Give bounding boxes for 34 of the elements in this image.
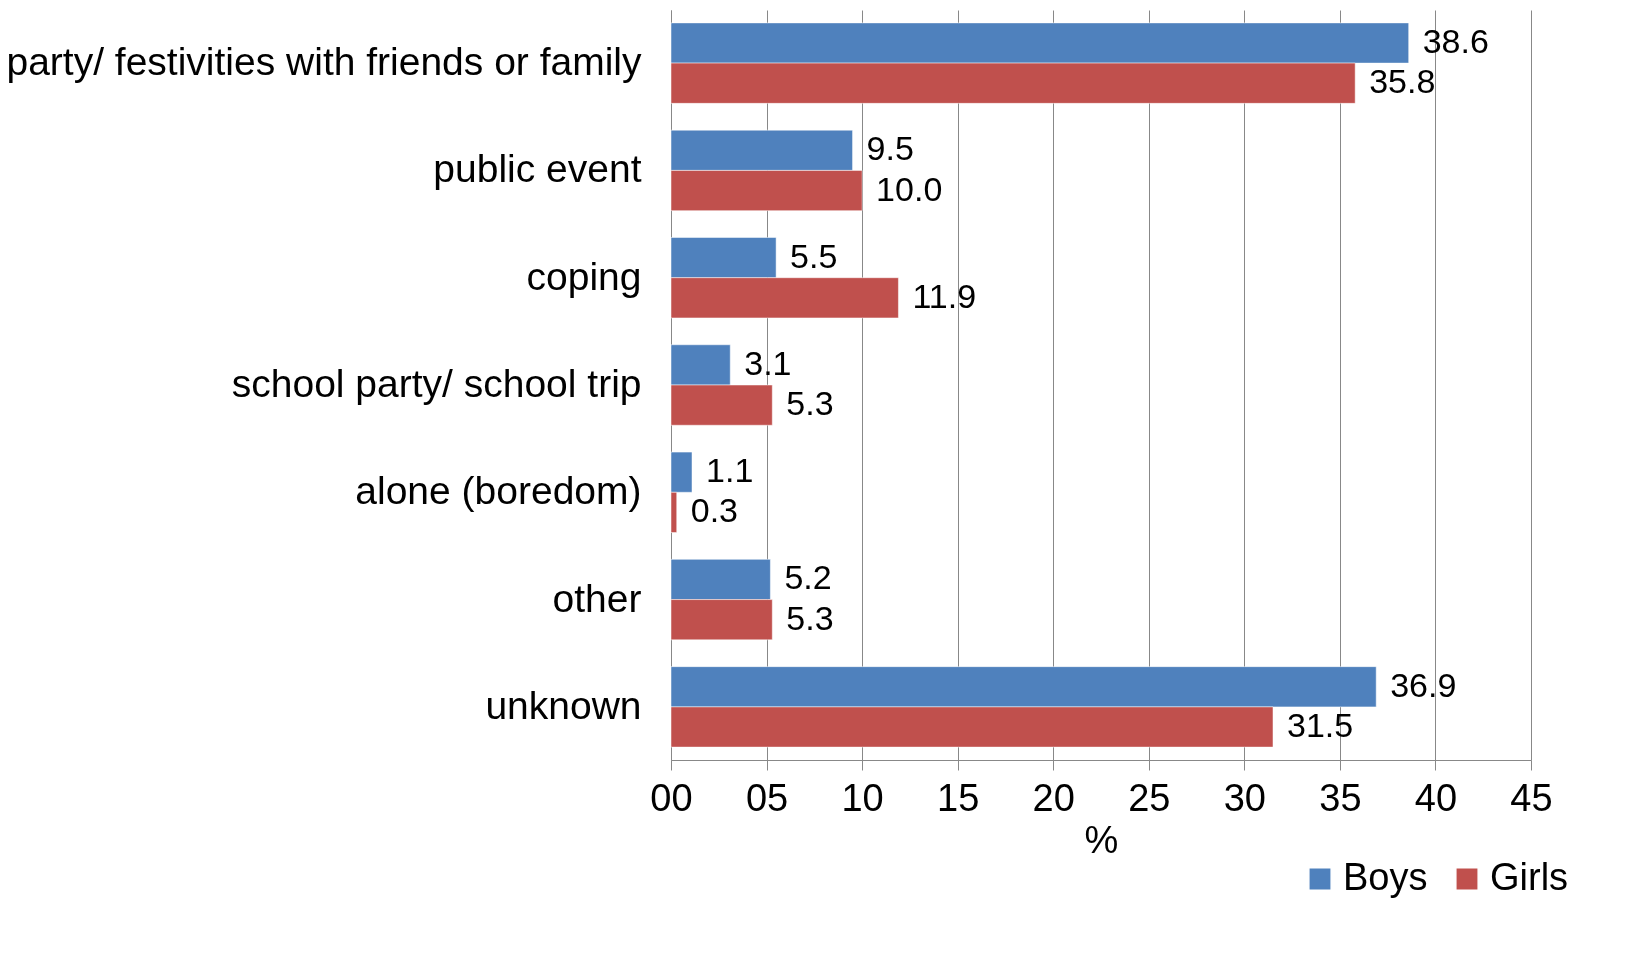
x-tick-label: 00 [650, 776, 693, 819]
data-label: 5.2 [784, 558, 832, 597]
x-tick-label: 10 [841, 776, 884, 819]
x-tick-label: 35 [1319, 776, 1362, 819]
y-tick-label: unknown [485, 683, 642, 727]
x-tick-label: 25 [1128, 776, 1171, 819]
data-label: 36.9 [1390, 665, 1457, 704]
data-label: 9.5 [866, 129, 914, 168]
y-tick-label: school party/ school trip [231, 362, 642, 405]
data-label: 5.5 [790, 236, 838, 275]
x-tick-label: 45 [1510, 776, 1553, 819]
data-label: 3.1 [744, 343, 792, 382]
data-label: 31.5 [1287, 706, 1354, 745]
data-label: 35.8 [1369, 62, 1436, 101]
x-axis-title: % [1084, 818, 1119, 861]
y-tick-label: party/ festivities with friends or family [6, 40, 642, 84]
x-tick-label: 20 [1032, 776, 1075, 819]
data-label: 11.9 [912, 276, 977, 315]
x-tick-label: 30 [1223, 776, 1266, 819]
legend-label: Boys [1343, 856, 1428, 898]
data-label: 38.6 [1422, 21, 1489, 60]
y-tick-label: public event [433, 147, 642, 191]
data-label: 1.1 [706, 451, 754, 490]
y-tick-label: other [552, 576, 642, 620]
data-label: 5.3 [786, 384, 834, 423]
data-label: 5.3 [786, 598, 834, 637]
y-tick-label: alone (boredom) [355, 469, 642, 513]
x-tick-label: 15 [937, 776, 980, 819]
data-label: 0.3 [690, 491, 738, 530]
y-tick-label: coping [526, 254, 642, 298]
legend-label: Girls [1490, 856, 1569, 898]
x-tick-label: 05 [745, 776, 789, 819]
x-tick-label: 40 [1414, 776, 1458, 819]
data-label: 10.0 [876, 169, 943, 208]
